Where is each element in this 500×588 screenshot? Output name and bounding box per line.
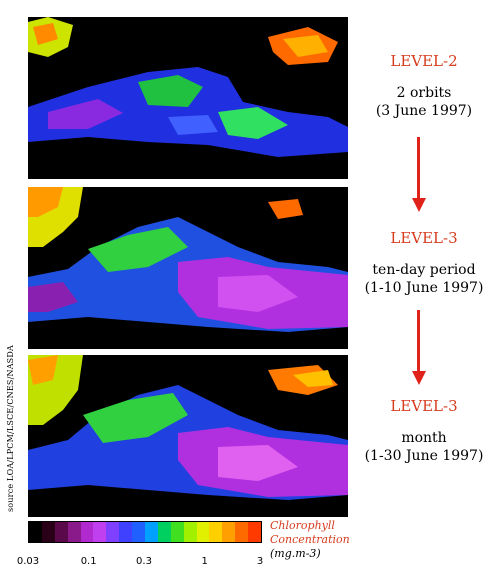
colorbar-tick-label: 0.03 [16, 556, 40, 567]
colorbar-tick-label: 0.3 [136, 556, 152, 567]
colorbar-swatch [80, 522, 94, 542]
colorbar-tick-label: 3 [256, 556, 264, 567]
colorbar-swatch [67, 522, 81, 542]
colorbar-swatch [170, 522, 184, 542]
level-description: month [401, 430, 447, 446]
colorbar-swatch [93, 522, 107, 542]
level-title: LEVEL-3 [390, 229, 458, 247]
level-label-3: LEVEL-3 month (1-30 June 1997) [348, 397, 500, 465]
colorbar-swatch [119, 522, 133, 542]
colorbar-tick-label: 0.1 [80, 556, 97, 567]
down-arrow-icon [412, 137, 426, 212]
level-label-1: LEVEL-2 2 orbits (3 June 1997) [348, 52, 500, 120]
level-title: LEVEL-3 [390, 397, 458, 415]
chlorophyll-map-image [28, 355, 348, 517]
colorbar-units: (mg.m-3) [270, 547, 321, 560]
level-date: (3 June 1997) [375, 103, 473, 119]
colorbar-swatch [157, 522, 171, 542]
source-credit: source LOA/LPCM/LSCE/CNES/NASDA [6, 345, 15, 512]
level-description: 2 orbits [396, 85, 452, 101]
colorbar-swatch [132, 522, 146, 542]
level-title: LEVEL-2 [390, 52, 458, 70]
colorbar-swatch [29, 522, 42, 542]
colorbar-swatch [196, 522, 210, 542]
colorbar-swatch [54, 522, 68, 542]
colorbar-title-line2: Concentration [270, 533, 350, 546]
colorbar-swatch [106, 522, 120, 542]
level-label-2: LEVEL-3 ten-day period (1-10 June 1997) [348, 229, 500, 297]
chlorophyll-map-image [28, 187, 348, 349]
colorbar-title-line1: Chlorophyll [270, 519, 335, 532]
level-description: ten-day period [372, 262, 476, 278]
colorbar-swatch [145, 522, 158, 542]
colorbar [28, 521, 262, 543]
down-arrow-icon [412, 310, 426, 385]
chlorophyll-map-image [28, 17, 348, 179]
colorbar-swatch [41, 522, 55, 542]
colorbar-swatch [183, 522, 197, 542]
map-panel-level2 [28, 17, 348, 179]
colorbar-tick-label: 1 [201, 556, 208, 567]
colorbar-swatch [235, 522, 249, 542]
map-panel-level3-month [28, 355, 348, 517]
colorbar-swatch [248, 522, 262, 542]
colorbar-swatch [222, 522, 236, 542]
colorbar-title: Chlorophyll Concentration (mg.m-3) [270, 519, 350, 561]
colorbar-swatch [209, 522, 223, 542]
level-date: (1-10 June 1997) [364, 280, 484, 296]
map-panel-level3-tenday [28, 187, 348, 349]
level-date: (1-30 June 1997) [364, 448, 484, 464]
